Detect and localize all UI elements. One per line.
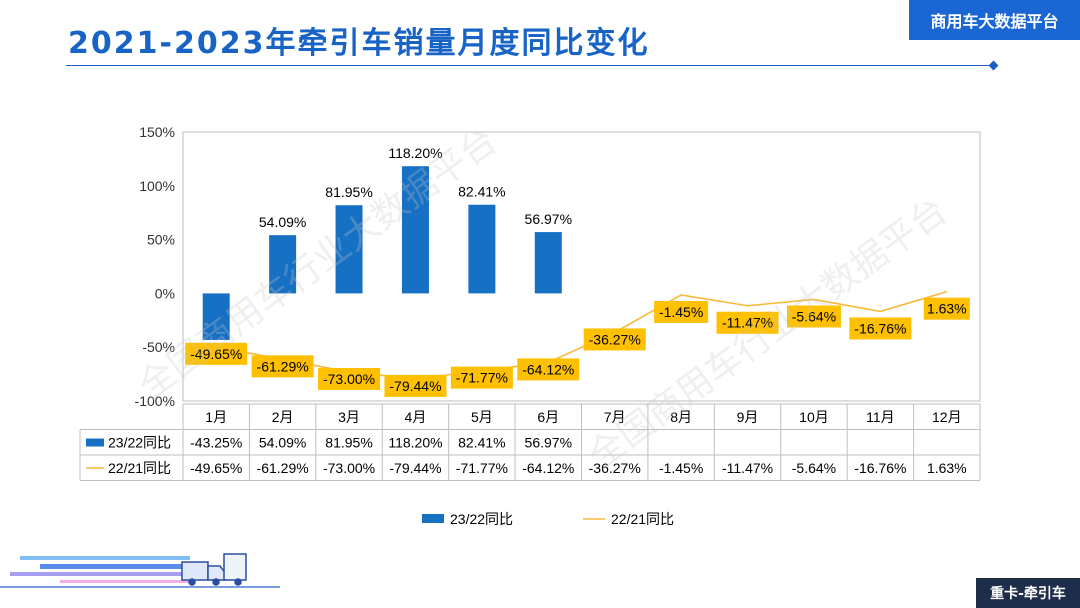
bar-data-label: 118.20%	[388, 145, 442, 161]
bar	[269, 235, 297, 294]
line-data-label-box	[923, 297, 970, 320]
line-data-label: -16.76%	[854, 320, 906, 336]
y-tick-label: 100%	[139, 178, 175, 194]
line-data-label: -73.00%	[323, 371, 375, 387]
bar-data-label: 82.41%	[458, 184, 505, 200]
table-cell: 82.41%	[458, 435, 505, 451]
table-cell: -36.27%	[589, 460, 641, 476]
title-rule	[66, 65, 994, 66]
table-cell: -64.12%	[522, 460, 574, 476]
table-cell: -49.65%	[190, 460, 242, 476]
table-cell: 1.63%	[927, 460, 967, 476]
line-data-label-box	[318, 367, 381, 390]
bar-data-label: 54.09%	[259, 214, 306, 230]
truck-icon	[181, 553, 247, 586]
line-data-label-box	[654, 300, 709, 323]
table-cell: 118.20%	[388, 435, 442, 451]
y-tick-label: 50%	[147, 232, 175, 248]
speed-lines-icon	[0, 556, 280, 588]
table-cell: -16.76%	[854, 460, 906, 476]
page-title: 2021-2023年牵引车销量月度同比变化	[68, 26, 650, 61]
x-tick-label: 9月	[737, 409, 759, 425]
bar	[335, 205, 363, 294]
y-tick-label: -50%	[142, 339, 175, 355]
table-series-name: 23/22同比	[108, 435, 171, 451]
table-cell: -73.00%	[323, 460, 375, 476]
line-data-label: -79.44%	[389, 378, 441, 394]
x-tick-label: 4月	[405, 409, 427, 425]
table-legend-key-bar	[86, 438, 104, 447]
x-tick-label: 6月	[537, 409, 559, 425]
bar-data-label: 81.95%	[325, 184, 372, 200]
bar-data-label: 56.97%	[525, 211, 572, 227]
line-data-label-box	[786, 305, 841, 328]
legend-key-bar	[422, 514, 444, 523]
line-data-label: -71.77%	[456, 370, 508, 386]
table-cell: -79.44%	[389, 460, 441, 476]
x-tick-label: 8月	[670, 409, 692, 425]
table-cell: -1.45%	[659, 460, 703, 476]
x-tick-label: 3月	[338, 409, 360, 425]
line-data-label-box	[517, 358, 580, 381]
x-tick-label: 5月	[471, 409, 493, 425]
line-data-label: -49.65%	[190, 346, 242, 362]
table-cell: -5.64%	[792, 460, 836, 476]
line-data-label-box	[716, 311, 779, 334]
table-cell: -71.77%	[456, 460, 508, 476]
x-tick-label: 2月	[272, 409, 294, 425]
line-data-label-box	[450, 366, 513, 389]
x-tick-label: 10月	[799, 409, 829, 425]
table-cell: -11.47%	[722, 460, 773, 476]
table-cell: 54.09%	[259, 435, 306, 451]
line-data-label-box	[849, 317, 912, 340]
x-tick-label: 12月	[932, 409, 962, 425]
line-data-label-box	[185, 342, 248, 365]
bar	[202, 293, 230, 340]
line-data-label: -64.12%	[522, 361, 574, 377]
truck-decoration	[0, 553, 280, 588]
x-tick-label: 7月	[604, 409, 626, 425]
bar	[468, 204, 496, 294]
bar	[534, 232, 562, 294]
bar	[401, 166, 429, 294]
plot-area-border	[182, 131, 981, 402]
y-tick-label: -100%	[135, 393, 175, 409]
footer-tag: 重卡-牵引车	[976, 578, 1080, 608]
line-data-label: -5.64%	[792, 308, 836, 324]
table-series-name: 22/21同比	[108, 460, 171, 476]
watermark-text: 全国商用车行业大数据平台	[131, 120, 505, 407]
table-cell: 81.95%	[325, 435, 372, 451]
line-data-label: -36.27%	[589, 331, 641, 347]
legend-label: 22/21同比	[611, 511, 674, 527]
table-cell: -43.25%	[190, 435, 242, 451]
line-data-label: -61.29%	[257, 358, 309, 374]
line-data-label: 1.63%	[927, 301, 967, 317]
line-data-label: -11.47%	[722, 315, 773, 331]
legend-label: 23/22同比	[450, 511, 513, 527]
y-tick-label: 0%	[155, 285, 175, 301]
y-tick-label: 150%	[139, 124, 175, 140]
table-cell: 56.97%	[525, 435, 572, 451]
line-data-label-box	[583, 328, 646, 351]
x-tick-label: 11月	[866, 409, 895, 425]
table-cell: -61.29%	[257, 460, 309, 476]
brand-badge: 商用车大数据平台	[909, 0, 1080, 40]
x-tick-label: 1月	[205, 409, 227, 425]
line-data-label-box	[384, 374, 447, 397]
line-data-label-box	[251, 355, 314, 378]
line-data-label: -1.45%	[659, 304, 703, 320]
